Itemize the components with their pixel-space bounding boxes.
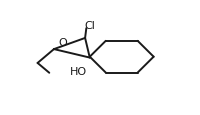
Text: Cl: Cl xyxy=(84,20,95,30)
Text: HO: HO xyxy=(69,67,86,77)
Text: O: O xyxy=(58,37,67,47)
